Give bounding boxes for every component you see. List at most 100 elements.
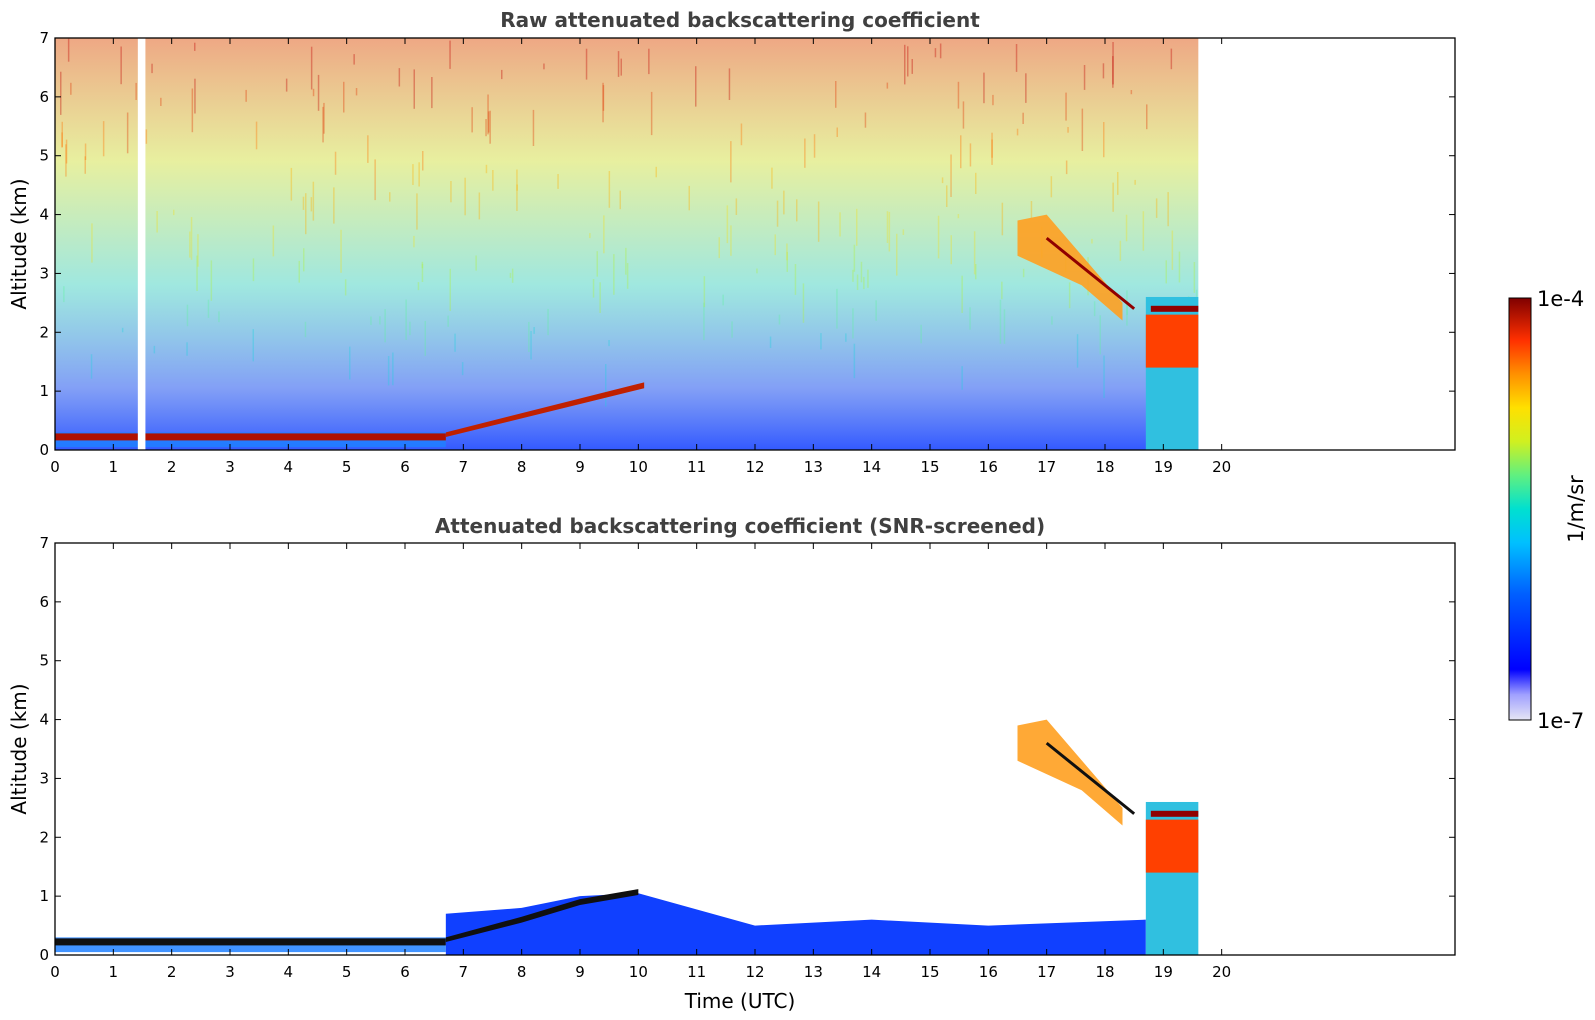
noise-speck [852, 308, 854, 339]
noise-speck [625, 247, 627, 275]
noise-speck [1003, 309, 1006, 344]
noise-speck [310, 197, 313, 212]
y-tick-label: 5 [39, 652, 49, 670]
noise-speck [1076, 334, 1079, 368]
noise-speck [126, 112, 129, 154]
noise-speck [608, 171, 611, 208]
noise-speck [1112, 182, 1114, 212]
noise-speck [63, 286, 65, 303]
y-tick-label: 3 [39, 264, 49, 282]
screened-low-signal [445, 893, 1146, 955]
noise-speck [298, 260, 300, 283]
noise-speck [422, 151, 424, 171]
noise-speck [421, 261, 424, 269]
snr-screened-panel: Attenuated backscattering coefficient (S… [7, 514, 1456, 1013]
noise-speck [151, 63, 153, 74]
noise-speck [950, 235, 952, 265]
noise-speck [962, 101, 965, 129]
noise-speck [1117, 172, 1119, 195]
noise-speck [961, 366, 963, 390]
x-tick-label: 8 [517, 963, 527, 981]
noise-speck [836, 127, 838, 137]
noise-speck [886, 211, 889, 243]
noise-speck [323, 102, 325, 134]
cloud-edge [1045, 741, 1136, 815]
noise-speck [1015, 44, 1018, 72]
y-tick-label: 7 [39, 29, 49, 47]
noise-speck [454, 333, 456, 352]
noise-speck [939, 43, 942, 59]
noise-speck [817, 201, 820, 242]
noise-speck [392, 352, 394, 386]
noise-speck [845, 333, 847, 342]
heatmap-area [55, 719, 1199, 955]
x-tick-label: 4 [284, 963, 294, 981]
noise-speck [969, 143, 972, 167]
noise-speck [210, 260, 213, 301]
y-tick-label: 0 [39, 441, 49, 459]
noise-speck [312, 181, 315, 221]
noise-speck [820, 333, 822, 350]
noise-speck [485, 164, 488, 174]
noise-speck [1103, 122, 1105, 158]
noise-speck [1068, 282, 1071, 309]
colorbar-gradient [1508, 297, 1532, 721]
noise-speck [852, 269, 854, 282]
noise-speck [804, 138, 806, 168]
noise-speck [863, 276, 865, 290]
noise-speck [1170, 48, 1173, 70]
x-tick-label: 4 [284, 458, 294, 476]
noise-speck [153, 345, 156, 354]
noise-speck [975, 172, 977, 194]
noise-speck [957, 81, 960, 109]
noise-speck [387, 356, 390, 386]
noise-speck [543, 63, 545, 70]
cloud-layer [1017, 214, 1123, 321]
noise-speck [191, 88, 194, 133]
x-tick-label: 6 [400, 963, 410, 981]
heatmap-area [55, 38, 1199, 450]
noise-speck [934, 48, 937, 58]
noise-speck [1102, 63, 1105, 79]
noise-speck [802, 283, 805, 323]
x-tick-label: 20 [1212, 963, 1231, 981]
y-axis-label: Altitude (km) [7, 178, 31, 309]
x-tick-label: 16 [979, 458, 998, 476]
rising-layer [445, 382, 645, 438]
y-tick-label: 3 [39, 769, 49, 787]
noise-speck [1030, 201, 1033, 218]
noise-speck [602, 82, 604, 123]
noise-speck [920, 324, 922, 344]
noise-speck [860, 261, 863, 283]
noise-speck [272, 225, 275, 257]
noise-speck [703, 276, 706, 308]
y-tick-label: 1 [39, 887, 49, 905]
noise-speck [322, 106, 324, 143]
noise-speck [973, 231, 976, 275]
noise-speck [186, 342, 188, 356]
noise-speck [145, 129, 148, 144]
y-tick-label: 0 [39, 946, 49, 964]
noise-speck [991, 132, 993, 158]
noise-speck [135, 82, 137, 100]
noise-speck [416, 193, 418, 230]
noise-speck [650, 91, 653, 136]
plot-frame [54, 542, 1456, 956]
noise-speck [61, 132, 63, 148]
noise-speck [778, 314, 781, 325]
x-tick-label: 20 [1212, 458, 1231, 476]
noise-speck [285, 78, 288, 92]
x-tick-label: 3 [225, 458, 235, 476]
x-tick-label: 5 [342, 963, 352, 981]
noise-speck [492, 170, 494, 191]
noise-speck [1142, 211, 1145, 251]
noise-speck [218, 311, 220, 323]
noise-speck [355, 88, 358, 96]
noise-speck [740, 123, 743, 146]
x-tick-label: 17 [1037, 963, 1056, 981]
x-tick-label: 15 [920, 963, 939, 981]
noise-speck [304, 321, 307, 338]
noise-speck [756, 268, 758, 274]
noise-speck [487, 94, 489, 135]
